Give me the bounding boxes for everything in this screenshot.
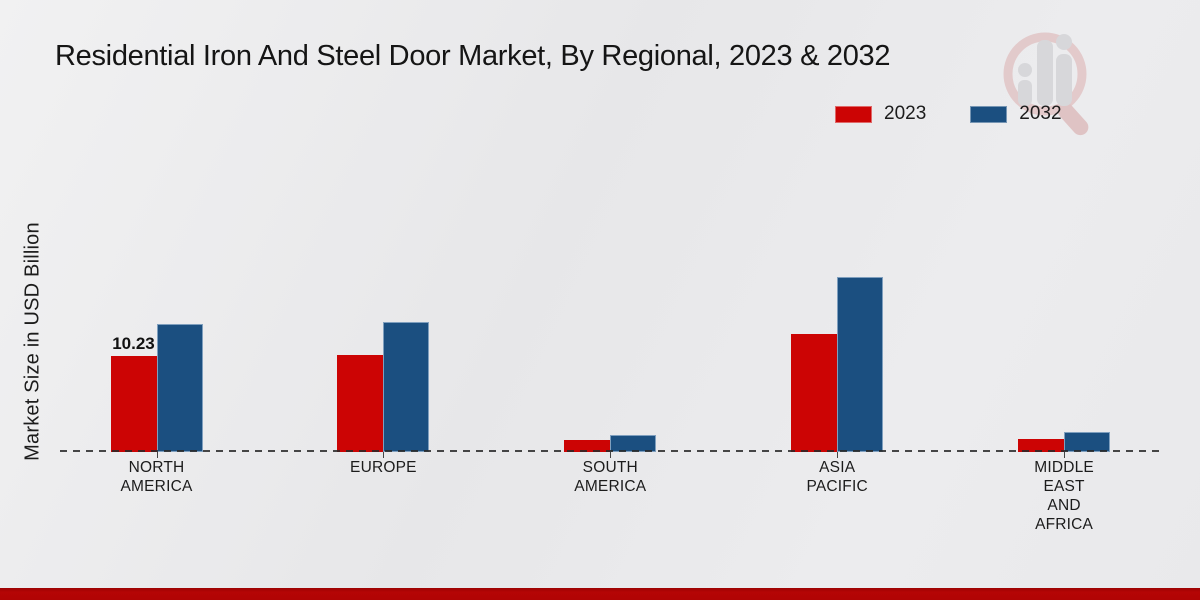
x-axis-baseline (60, 450, 1163, 452)
legend-label-2032: 2032 (1019, 103, 1062, 124)
bar-2023-south-america (564, 440, 611, 452)
axis-tick (837, 452, 839, 458)
axis-tick (610, 452, 612, 458)
bar-2032-middle-east-and-africa (1064, 432, 1111, 452)
bar-value-label: 10.23 (112, 334, 155, 354)
category-label-europe: EUROPE (350, 459, 417, 476)
magnifier-bar-chart-logo-icon (1003, 32, 1089, 136)
category-label-asia-pacific: ASIA PACIFIC (806, 459, 868, 495)
axis-tick (1064, 452, 1066, 458)
bar-2032-south-america (610, 435, 657, 452)
bar-2023-middle-east-and-africa (1018, 438, 1065, 452)
footer-stripe (0, 588, 1200, 600)
category-label-south-america: SOUTH AMERICA (574, 459, 647, 495)
legend: 2023 2032 (835, 103, 1062, 125)
legend-swatch-2023 (835, 105, 872, 123)
bar-2032-north-america (156, 323, 203, 452)
bar-2032-europe (383, 321, 430, 452)
chart-title: Residential Iron And Steel Door Market, … (55, 40, 891, 72)
bar-2023-europe (337, 354, 384, 452)
category-label-north-america: NORTH AMERICA (120, 459, 193, 495)
legend-swatch-2032 (970, 105, 1008, 123)
bar-2023-asia-pacific (791, 333, 838, 452)
axis-tick (156, 452, 158, 458)
category-label-middle-east-and-africa: MIDDLE EAST AND AFRICA (1034, 459, 1094, 533)
legend-label-2023: 2023 (884, 103, 927, 124)
bar-2032-asia-pacific (837, 276, 884, 452)
bar-2023-north-america (110, 356, 157, 452)
axis-tick (383, 452, 385, 458)
legend-item-2023: 2023 (835, 103, 926, 125)
legend-item-2032: 2032 (970, 103, 1062, 125)
